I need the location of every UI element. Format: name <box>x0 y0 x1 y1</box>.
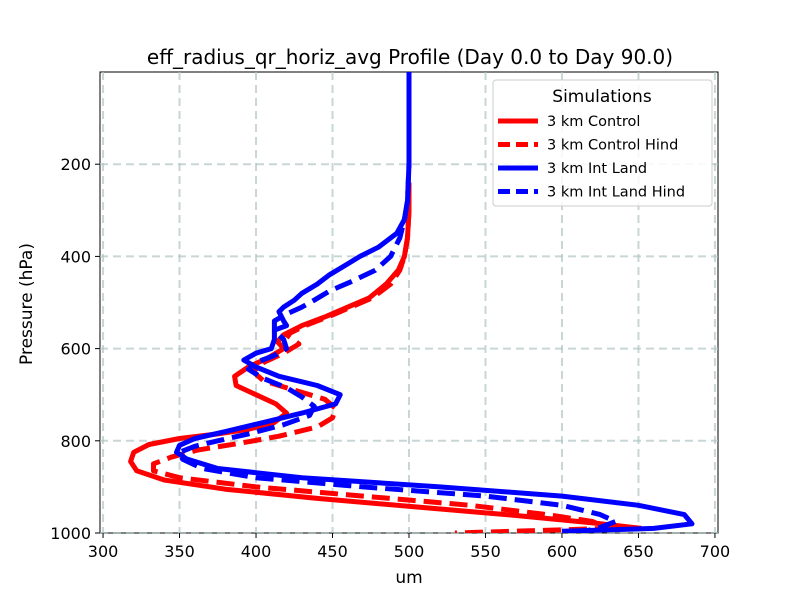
x-tick-label: 600 <box>547 542 578 561</box>
chart-title: eff_radius_qr_horiz_avg Profile (Day 0.0… <box>147 45 673 69</box>
series-line-2 <box>151 182 611 533</box>
legend-label-4: 3 km Int Land Hind <box>547 185 685 201</box>
series-layer <box>128 72 695 533</box>
legend-items: 3 km Control 3 km Control Hind 3 km Int La… <box>498 114 685 201</box>
legend-label-2: 3 km Control Hind <box>547 138 678 154</box>
x-tick-label: 350 <box>164 542 195 561</box>
x-tick-label: 550 <box>470 542 501 561</box>
series-line-3 <box>174 72 695 533</box>
x-tick-label: 500 <box>394 542 425 561</box>
legend-title: Simulations <box>552 87 652 107</box>
x-tick-label: 450 <box>317 542 348 561</box>
x-axis-ticks: 300 350 400 450 500 550 600 650 700 <box>88 533 730 561</box>
legend-label-3: 3 km Int Land <box>547 161 647 177</box>
y-axis-ticks: 200 400 600 800 1000 <box>50 155 100 543</box>
legend: Simulations 3 km Control 3 km Control Hin… <box>492 79 713 207</box>
y-axis-label: Pressure (hPa) <box>17 243 37 365</box>
legend-box <box>492 79 713 207</box>
y-tick-label: 600 <box>60 340 91 359</box>
x-tick-label: 400 <box>241 542 272 561</box>
y-tick-label: 800 <box>60 432 91 451</box>
x-axis-label: um <box>395 568 422 588</box>
x-tick-label: 700 <box>700 542 731 561</box>
x-tick-label: 650 <box>623 542 654 561</box>
y-tick-label: 1000 <box>50 524 91 543</box>
series-line-1 <box>128 182 642 531</box>
y-tick-label: 400 <box>60 247 91 266</box>
x-tick-label: 300 <box>88 542 119 561</box>
y-tick-label: 200 <box>60 155 91 174</box>
legend-label-1: 3 km Control <box>547 114 640 130</box>
